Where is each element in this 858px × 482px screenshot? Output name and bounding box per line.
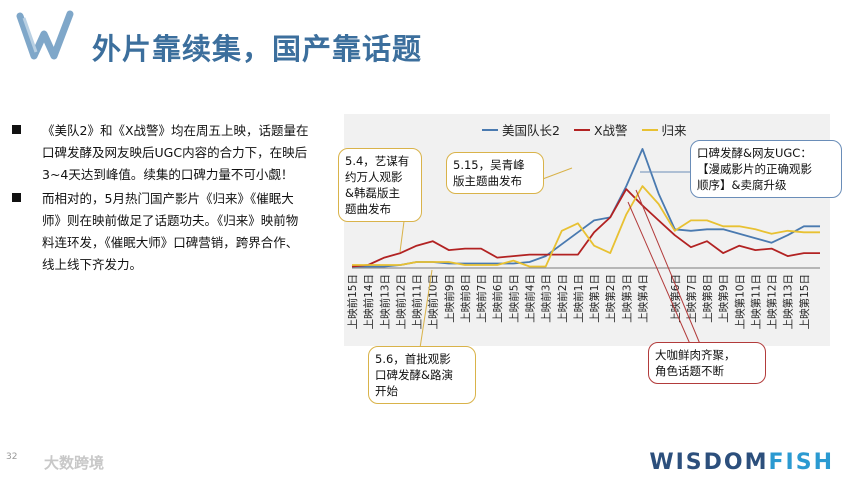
x-tick-label: 上映前9日: [443, 274, 456, 323]
legend-label: X战警: [593, 123, 628, 138]
legend-label: 美国队长2: [502, 123, 560, 138]
legend-swatch: [573, 128, 590, 131]
callout-ugc: 口碑发酵&网友UGC： 【漫威影片的正确观影 顺序】&卖腐升级: [690, 140, 842, 198]
callout-text: 5.4，艺谋有 约万人观影 &韩磊版主 题曲发布: [345, 154, 410, 216]
x-tick-label: 上映第13日: [782, 274, 795, 329]
page-number: 32: [6, 452, 18, 462]
legend-item: 归来: [641, 120, 687, 139]
legend-item: 美国队长2: [482, 120, 560, 139]
x-tick-label: 上映第3日: [620, 274, 633, 323]
x-tick-label: 上映前4日: [524, 274, 537, 323]
x-tick-label: 上映第8日: [701, 274, 714, 323]
x-tick-label: 上映前10日: [427, 274, 440, 329]
bullet-item-1: 《美队2》和《X战警》均在周五上映，话题量在口碑发酵及网友映后UGC内容的合力下…: [10, 120, 310, 186]
x-tick-label: 上映第11日: [749, 274, 762, 329]
x-tick-label: 上映前14日: [362, 274, 375, 329]
x-tick-label: 上映前1日: [572, 274, 585, 323]
x-tick-label: 上映前12日: [394, 274, 407, 329]
x-tick-label: 上映前6日: [491, 274, 504, 323]
x-tick-label: 上映第4日: [636, 274, 649, 323]
x-tick-label: 上映第2日: [604, 274, 617, 323]
bullet-square-icon: [12, 193, 21, 202]
callout-text: 5.6，首批观影 口碑发酵&路演 开始: [375, 352, 453, 398]
x-tick-label: 上映前2日: [556, 274, 569, 323]
bullet-square-icon: [12, 125, 21, 134]
x-tick-label: 上映前3日: [540, 274, 553, 323]
x-tick-label: 上映第6日: [669, 274, 682, 323]
x-tick-label: 上映第1日: [588, 274, 601, 323]
company-logo: WISDOMFISH: [649, 450, 834, 475]
callout-0504: 5.4，艺谋有 约万人观影 &韩磊版主 题曲发布: [338, 148, 422, 222]
series-line: [352, 185, 820, 268]
bullet-list: 《美队2》和《X战警》均在周五上映，话题量在口碑发酵及网友映后UGC内容的合力下…: [10, 120, 310, 278]
series-line: [351, 188, 820, 268]
x-tick-label: 上映前8日: [459, 274, 472, 323]
x-tick-label: 上映前13日: [378, 274, 391, 329]
bullet-text: 而相对的，5月热门国产影片《归来》《催眠大师》则在映前做足了话题功夫。《归来》映…: [42, 191, 299, 272]
x-tick-label: 上映前11日: [411, 274, 424, 329]
x-tick-label: 上映第12日: [766, 274, 779, 329]
logo-part-b: FISH: [768, 450, 834, 475]
x-tick-label: 上映前5日: [507, 274, 520, 323]
brand-logo-icon: [14, 8, 78, 64]
legend-label: 归来: [661, 123, 687, 138]
legend-swatch: [641, 128, 658, 131]
callout-0506: 5.6，首批观影 口碑发酵&路演 开始: [368, 346, 476, 404]
legend-item: X战警: [573, 120, 628, 139]
x-tick-label: 上映前7日: [475, 274, 488, 323]
logo-part-a: WISDOM: [649, 450, 769, 475]
bullet-text: 《美队2》和《X战警》均在周五上映，话题量在口碑发酵及网友映后UGC内容的合力下…: [42, 123, 309, 182]
callout-xmen: 大咖鲜肉齐聚， 角色话题不断: [648, 342, 766, 384]
callout-text: 大咖鲜肉齐聚， 角色话题不断: [655, 348, 736, 378]
watermark-brand: 大数跨境: [16, 452, 104, 473]
x-tick-label: 上映第15日: [798, 274, 811, 329]
bullet-item-2: 而相对的，5月热门国产影片《归来》《催眠大师》则在映前做足了话题功夫。《归来》映…: [10, 188, 310, 276]
slide-title: 外片靠续集，国产靠话题: [92, 32, 423, 66]
x-tick-label: 上映第9日: [717, 274, 730, 323]
x-tick-label: 上映前15日: [346, 274, 359, 329]
watermark-text: 大数跨境: [44, 454, 105, 472]
callout-0515: 5.15，吴青峰 版主题曲发布: [446, 152, 544, 194]
x-tick-label: 上映第7日: [685, 274, 698, 323]
chart-legend: 美国队长2 X战警 归来: [482, 120, 687, 139]
callout-text: 5.15，吴青峰 版主题曲发布: [453, 158, 525, 188]
legend-swatch: [482, 128, 498, 131]
x-tick-label: 上映第10日: [733, 274, 746, 329]
callout-text: 口碑发酵&网友UGC： 【漫威影片的正确观影 顺序】&卖腐升级: [697, 146, 812, 192]
